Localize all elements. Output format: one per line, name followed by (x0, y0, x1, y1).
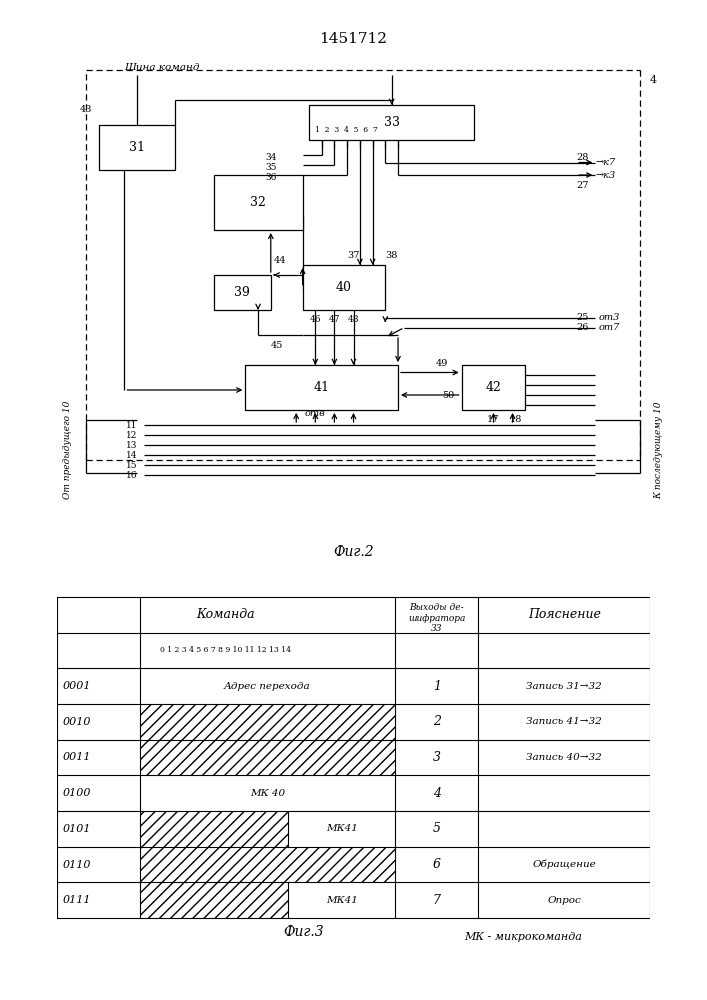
Text: 43: 43 (80, 105, 93, 114)
Text: 0111: 0111 (62, 895, 91, 905)
Text: 36: 36 (266, 173, 277, 182)
Text: Пояснение: Пояснение (528, 608, 601, 621)
Text: 41: 41 (314, 381, 329, 394)
Text: 2: 2 (433, 715, 440, 728)
Text: 47: 47 (329, 315, 340, 324)
Text: 0010: 0010 (62, 717, 91, 727)
Text: от7: от7 (598, 323, 620, 332)
Text: 42: 42 (486, 381, 501, 394)
Bar (245, 365, 398, 410)
Text: Обращение: Обращение (532, 860, 596, 869)
Text: 1  2  3  4  5  6  7: 1 2 3 4 5 6 7 (315, 126, 378, 134)
Text: 5: 5 (433, 822, 440, 835)
Text: 12: 12 (126, 430, 137, 440)
Text: Адрес перехода: Адрес перехода (224, 682, 310, 691)
Text: 26: 26 (576, 323, 589, 332)
Text: 25: 25 (576, 313, 589, 322)
Text: МК 40: МК 40 (250, 789, 285, 798)
Text: 50: 50 (443, 390, 455, 399)
Text: 49: 49 (436, 359, 449, 367)
Text: Запись 31→32: Запись 31→32 (527, 682, 602, 691)
Bar (140, 704, 395, 740)
Text: 18: 18 (510, 415, 522, 424)
Text: 11: 11 (126, 420, 137, 430)
Text: от3: от3 (598, 313, 620, 322)
Text: 14: 14 (126, 450, 137, 460)
Text: 7: 7 (433, 894, 440, 907)
Text: 37: 37 (347, 250, 360, 259)
Bar (214, 275, 271, 310)
Text: отв: отв (305, 408, 326, 418)
Text: 0110: 0110 (62, 860, 91, 870)
Text: 16: 16 (126, 471, 137, 480)
Bar (140, 847, 395, 882)
Text: 27: 27 (576, 180, 589, 190)
Text: 38: 38 (385, 250, 398, 259)
Text: 1451712: 1451712 (320, 32, 387, 46)
Text: 13: 13 (126, 440, 137, 450)
Text: 33: 33 (384, 116, 399, 129)
Text: 0011: 0011 (62, 752, 91, 762)
Text: 45: 45 (271, 341, 284, 350)
Bar (309, 105, 474, 140)
Bar (99, 125, 175, 170)
Bar (214, 175, 303, 230)
Text: Выходы де-
шифратора
33: Выходы де- шифратора 33 (408, 603, 465, 633)
Text: 6: 6 (433, 858, 440, 871)
Text: От предыдущего 10: От предыдущего 10 (63, 401, 71, 499)
Text: →к7: →к7 (595, 158, 616, 167)
Text: Запись 41→32: Запись 41→32 (527, 717, 602, 726)
Text: 15: 15 (126, 460, 137, 470)
Bar (462, 365, 525, 410)
Text: 39: 39 (234, 286, 250, 299)
Text: 1: 1 (433, 680, 440, 693)
Text: 4: 4 (433, 787, 440, 800)
Bar (140, 882, 288, 918)
Text: 48: 48 (348, 315, 359, 324)
Text: 46: 46 (310, 315, 321, 324)
Text: Фиг.3: Фиг.3 (284, 925, 325, 939)
Text: 0001: 0001 (62, 681, 91, 691)
Text: 35: 35 (266, 163, 277, 172)
Text: Запись 40→32: Запись 40→32 (527, 753, 602, 762)
Bar (140, 811, 288, 847)
Text: 0100: 0100 (62, 788, 91, 798)
Text: 3: 3 (433, 751, 440, 764)
Text: →к3: →к3 (595, 170, 616, 180)
Text: Команда: Команда (197, 608, 255, 621)
Text: К последующему 10: К последующему 10 (655, 401, 663, 499)
Text: Шина команд: Шина команд (124, 62, 200, 72)
Text: МК - микрокоманда: МК - микрокоманда (464, 932, 582, 942)
Text: 34: 34 (266, 153, 277, 162)
Text: МК41: МК41 (326, 896, 358, 905)
Text: 40: 40 (336, 281, 352, 294)
Text: Опрос: Опрос (547, 896, 581, 905)
Text: 32: 32 (250, 196, 266, 209)
Text: 0101: 0101 (62, 824, 91, 834)
Text: 44: 44 (274, 256, 286, 265)
Text: 28: 28 (576, 153, 589, 162)
Bar (140, 740, 395, 775)
Text: МК41: МК41 (326, 824, 358, 833)
Text: 4: 4 (650, 75, 657, 85)
Text: 31: 31 (129, 141, 145, 154)
Bar (303, 265, 385, 310)
Text: Фиг.2: Фиг.2 (333, 545, 374, 559)
Text: 17: 17 (487, 415, 500, 424)
Text: 0 1 2 3 4 5 6 7 8 9 10 11 12 13 14: 0 1 2 3 4 5 6 7 8 9 10 11 12 13 14 (160, 646, 291, 654)
